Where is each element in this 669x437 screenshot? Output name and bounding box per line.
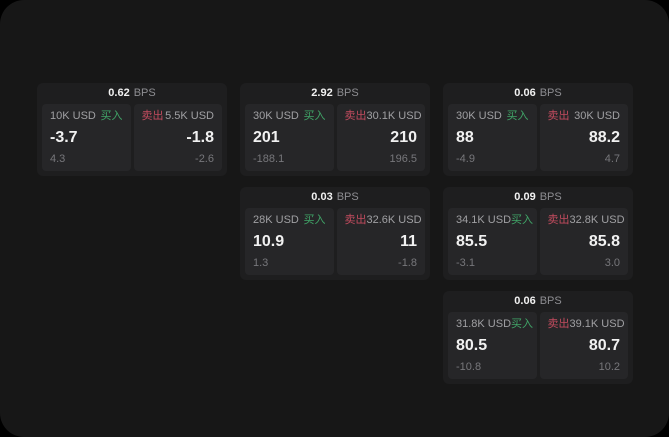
sell-quote-panel[interactable]: 卖出 39.1K USD 80.7 10.2 bbox=[539, 312, 628, 379]
sell-sub-value: 196.5 bbox=[389, 152, 417, 165]
bps-value: 0.06 bbox=[514, 87, 536, 99]
sell-price: 210 bbox=[390, 128, 417, 146]
quote-card-3: 0.06 BPS 30K USD 买入 88 -4.9 卖出 30K USD bbox=[443, 83, 633, 176]
buy-price: -3.7 bbox=[50, 128, 78, 146]
bps-header: 0.03 BPS bbox=[240, 187, 430, 208]
bps-value: 0.62 bbox=[108, 87, 130, 99]
quote-card-6: 0.06 BPS 31.8K USD 买入 80.5 -10.8 卖出 39.1… bbox=[443, 291, 633, 384]
buy-price: 85.5 bbox=[456, 232, 488, 250]
bps-value: 0.06 bbox=[514, 295, 536, 307]
buy-side-label: 买入 bbox=[511, 214, 534, 226]
bps-value: 0.09 bbox=[514, 191, 536, 203]
bps-header: 2.92 BPS bbox=[240, 83, 430, 104]
sell-side-label: 卖出 bbox=[344, 110, 367, 122]
buy-sub-value: 4.3 bbox=[50, 152, 66, 165]
buy-price: 201 bbox=[253, 128, 280, 146]
sell-sub-value: -1.8 bbox=[398, 256, 417, 269]
quote-card-4: 0.03 BPS 28K USD 买入 10.9 1.3 卖出 32.6K US… bbox=[240, 187, 430, 280]
sell-quote-panel[interactable]: 卖出 30.1K USD 210 196.5 bbox=[336, 104, 425, 171]
sell-size: 5.5K USD bbox=[165, 110, 214, 122]
bps-header: 0.06 BPS bbox=[443, 291, 633, 312]
sell-price: -1.8 bbox=[186, 128, 214, 146]
buy-price: 10.9 bbox=[253, 232, 285, 250]
buy-sub-value: -10.8 bbox=[456, 360, 482, 373]
buy-side-label: 买入 bbox=[506, 110, 529, 122]
sell-quote-panel[interactable]: 卖出 30K USD 88.2 4.7 bbox=[539, 104, 628, 171]
buy-size: 30K USD bbox=[456, 110, 502, 122]
quote-card-grid: 0.62 BPS 10K USD 买入 -3.7 4.3 卖出 5.5K USD bbox=[37, 83, 633, 384]
sell-sub-value: 4.7 bbox=[604, 152, 620, 165]
sell-size: 32.6K USD bbox=[366, 214, 422, 226]
sell-price: 88.2 bbox=[588, 128, 620, 146]
buy-side-label: 买入 bbox=[303, 214, 326, 226]
sell-size: 30K USD bbox=[574, 110, 620, 122]
bps-unit-label: BPS bbox=[539, 191, 562, 203]
buy-quote-panel[interactable]: 10K USD 买入 -3.7 4.3 bbox=[42, 104, 131, 171]
buy-size: 10K USD bbox=[50, 110, 96, 122]
sell-side-label: 卖出 bbox=[547, 110, 570, 122]
sell-side-label: 卖出 bbox=[344, 214, 367, 226]
quote-panels: 34.1K USD 买入 85.5 -3.1 卖出 32.8K USD 85.8… bbox=[443, 208, 633, 280]
buy-size: 34.1K USD bbox=[456, 214, 512, 226]
quote-card-2: 2.92 BPS 30K USD 买入 201 -188.1 卖出 30.1K … bbox=[240, 83, 430, 176]
sell-sub-value: 10.2 bbox=[598, 360, 620, 373]
sell-size: 30.1K USD bbox=[366, 110, 422, 122]
quote-panels: 10K USD 买入 -3.7 4.3 卖出 5.5K USD -1.8 -2.… bbox=[37, 104, 227, 176]
bps-unit-label: BPS bbox=[336, 87, 359, 99]
bps-unit-label: BPS bbox=[336, 191, 359, 203]
sell-price: 80.7 bbox=[588, 336, 620, 354]
bps-header: 0.06 BPS bbox=[443, 83, 633, 104]
sell-sub-value: -2.6 bbox=[195, 152, 214, 165]
buy-sub-value: 1.3 bbox=[253, 256, 269, 269]
sell-size: 32.8K USD bbox=[569, 214, 625, 226]
sell-price: 85.8 bbox=[588, 232, 620, 250]
sell-size: 39.1K USD bbox=[569, 318, 625, 330]
buy-quote-panel[interactable]: 30K USD 买入 88 -4.9 bbox=[448, 104, 537, 171]
buy-quote-panel[interactable]: 31.8K USD 买入 80.5 -10.8 bbox=[448, 312, 537, 379]
sell-side-label: 卖出 bbox=[547, 318, 570, 330]
bps-value: 2.92 bbox=[311, 87, 333, 99]
quote-panels: 28K USD 买入 10.9 1.3 卖出 32.6K USD 11 -1.8 bbox=[240, 208, 430, 280]
sell-sub-value: 3.0 bbox=[604, 256, 620, 269]
buy-sub-value: -3.1 bbox=[456, 256, 475, 269]
buy-quote-panel[interactable]: 30K USD 买入 201 -188.1 bbox=[245, 104, 334, 171]
buy-side-label: 买入 bbox=[303, 110, 326, 122]
quote-panels: 31.8K USD 买入 80.5 -10.8 卖出 39.1K USD 80.… bbox=[443, 312, 633, 384]
buy-size: 31.8K USD bbox=[456, 318, 512, 330]
buy-side-label: 买入 bbox=[511, 318, 534, 330]
quote-card-5: 0.09 BPS 34.1K USD 买入 85.5 -3.1 卖出 32.8K… bbox=[443, 187, 633, 280]
sell-quote-panel[interactable]: 卖出 32.8K USD 85.8 3.0 bbox=[539, 208, 628, 275]
buy-side-label: 买入 bbox=[100, 110, 123, 122]
sell-side-label: 卖出 bbox=[141, 110, 164, 122]
quote-card-1: 0.62 BPS 10K USD 买入 -3.7 4.3 卖出 5.5K USD bbox=[37, 83, 227, 176]
quote-panels: 30K USD 买入 88 -4.9 卖出 30K USD 88.2 4.7 bbox=[443, 104, 633, 176]
buy-sub-value: -4.9 bbox=[456, 152, 475, 165]
bps-unit-label: BPS bbox=[539, 295, 562, 307]
quote-panels: 30K USD 买入 201 -188.1 卖出 30.1K USD 210 1… bbox=[240, 104, 430, 176]
bps-unit-label: BPS bbox=[539, 87, 562, 99]
bps-unit-label: BPS bbox=[133, 87, 156, 99]
sell-quote-panel[interactable]: 卖出 5.5K USD -1.8 -2.6 bbox=[133, 104, 222, 171]
buy-quote-panel[interactable]: 34.1K USD 买入 85.5 -3.1 bbox=[448, 208, 537, 275]
buy-size: 28K USD bbox=[253, 214, 299, 226]
bps-header: 0.62 BPS bbox=[37, 83, 227, 104]
sell-side-label: 卖出 bbox=[547, 214, 570, 226]
buy-sub-value: -188.1 bbox=[253, 152, 285, 165]
buy-quote-panel[interactable]: 28K USD 买入 10.9 1.3 bbox=[245, 208, 334, 275]
buy-price: 80.5 bbox=[456, 336, 488, 354]
buy-price: 88 bbox=[456, 128, 474, 146]
buy-size: 30K USD bbox=[253, 110, 299, 122]
bps-value: 0.03 bbox=[311, 191, 333, 203]
bps-header: 0.09 BPS bbox=[443, 187, 633, 208]
sell-quote-panel[interactable]: 卖出 32.6K USD 11 -1.8 bbox=[336, 208, 425, 275]
sell-price: 11 bbox=[400, 232, 417, 250]
